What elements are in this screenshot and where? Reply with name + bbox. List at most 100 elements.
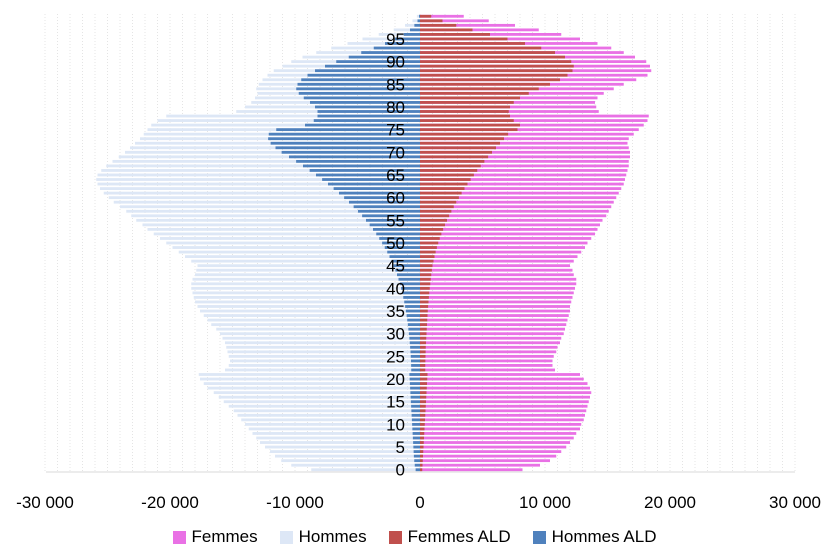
bar-femmes-age-18: [420, 386, 590, 390]
bar-hommes-age-52: [153, 232, 420, 236]
bar-hommes-ald-age-56: [362, 214, 420, 218]
bar-femmes-ald-age-83: [420, 91, 529, 95]
bar-femmes-ald-age-89: [420, 64, 574, 68]
bar-hommes-age-34: [203, 314, 420, 317]
bar-hommes-age-62: [100, 187, 420, 190]
y-tick-label: 0: [396, 461, 405, 480]
bar-femmes-ald-age-35: [420, 309, 428, 313]
bar-femmes-age-25: [420, 354, 554, 358]
bar-femmes-ald-age-53: [420, 227, 444, 231]
bar-femmes-age-68: [420, 159, 629, 163]
bar-femmes-ald-age-7: [420, 436, 424, 440]
bar-hommes-age-2: [281, 459, 420, 463]
legend-item-femmes: Femmes: [172, 527, 258, 547]
bar-femmes-age-16: [420, 395, 590, 399]
y-tick-label: 60: [386, 189, 405, 208]
bar-hommes-ald-age-92: [361, 51, 420, 54]
bar-femmes-age-49: [420, 246, 585, 249]
bar-femmes-ald-age-6: [420, 441, 424, 444]
bar-hommes-age-17: [213, 391, 420, 395]
bar-femmes-age-76: [420, 123, 644, 127]
bar-femmes-ald-age-75: [420, 128, 518, 132]
y-tick-label: 55: [386, 211, 405, 230]
bar-hommes-age-76: [151, 123, 420, 127]
legend-item-femmes-ald: Femmes ALD: [388, 527, 511, 547]
bar-hommes-ald-age-79: [317, 110, 420, 113]
bar-hommes-age-60: [108, 196, 420, 200]
bar-hommes-ald-age-30: [408, 332, 420, 336]
bar-femmes-ald-age-82: [420, 96, 520, 100]
bar-hommes-ald-age-60: [344, 196, 420, 200]
bar-hommes-ald-age-48: [387, 250, 420, 254]
y-tick-label: 65: [386, 166, 405, 185]
bar-femmes-ald-age-94: [420, 42, 525, 45]
bar-femmes-age-71: [420, 146, 629, 150]
bar-femmes-ald-age-81: [420, 101, 514, 104]
bar-femmes-ald-age-79: [420, 110, 509, 113]
bar-hommes-ald-age-57: [358, 209, 420, 213]
bar-hommes-ald-age-33: [407, 318, 420, 322]
bar-hommes-age-27: [226, 345, 420, 349]
legend: Femmes Hommes Femmes ALD Hommes ALD: [0, 527, 829, 547]
bar-hommes-ald-age-78: [317, 114, 420, 118]
bar-hommes-ald-age-34: [406, 314, 420, 317]
bar-femmes-ald-age-32: [420, 323, 427, 327]
bar-hommes-ald-age-2: [414, 459, 420, 463]
bar-hommes-age-18: [207, 386, 420, 390]
bar-hommes-ald-age-81: [310, 101, 420, 104]
bar-femmes-ald-age-3: [420, 454, 423, 458]
bar-hommes-age-40: [191, 286, 420, 290]
bar-femmes-age-6: [420, 441, 570, 444]
bar-hommes-ald-age-64: [322, 178, 420, 181]
bar-femmes-ald-age-90: [420, 60, 572, 64]
bar-hommes-ald-age-95: [395, 37, 420, 41]
bar-hommes-ald-age-96: [403, 33, 420, 36]
bar-femmes-ald-age-76: [420, 123, 520, 127]
legend-label-hommes: Hommes: [298, 527, 367, 546]
bar-femmes-ald-age-39: [420, 291, 430, 295]
bar-hommes-ald-age-94: [385, 42, 420, 45]
bar-femmes-age-79: [420, 110, 599, 113]
bar-femmes-ald-age-64: [420, 178, 471, 181]
bar-femmes-age-45: [420, 264, 570, 268]
bar-hommes-ald-age-52: [376, 232, 420, 236]
bar-femmes-age-24: [420, 359, 553, 363]
bar-hommes-ald-age-51: [379, 237, 420, 240]
bar-femmes-ald-age-20: [420, 377, 428, 381]
bar-femmes-age-72: [420, 141, 628, 145]
bar-hommes-age-41: [191, 282, 420, 286]
bar-hommes-ald-age-89: [325, 64, 420, 68]
bar-femmes-age-99: [420, 19, 489, 23]
bar-hommes-ald-age-4: [413, 450, 420, 453]
bar-femmes-age-30: [420, 332, 564, 336]
bar-hommes-age-9: [248, 427, 420, 431]
bar-femmes-age-46: [420, 259, 574, 263]
bar-femmes-ald-age-77: [420, 119, 514, 122]
legend-swatch-femmes: [172, 530, 186, 544]
bar-femmes-ald-age-19: [420, 382, 427, 385]
bar-femmes-age-60: [420, 196, 617, 200]
bar-femmes-ald-age-24: [420, 359, 426, 363]
bar-hommes-ald-age-22: [411, 368, 420, 372]
bar-femmes-ald-age-61: [420, 191, 462, 195]
bar-hommes-ald-age-12: [411, 413, 420, 417]
x-tick-label: 10 000: [519, 493, 571, 512]
bar-femmes-ald-age-99: [420, 19, 443, 23]
bar-hommes-ald-age-24: [411, 359, 420, 363]
bar-hommes-ald-age-97: [410, 28, 420, 32]
bar-hommes-ald-age-29: [409, 336, 420, 340]
bar-femmes-ald-age-44: [420, 268, 432, 272]
bar-hommes-age-0: [311, 468, 420, 472]
bar-hommes-ald-age-31: [408, 327, 420, 331]
bar-hommes-ald-age-8: [412, 432, 420, 435]
bar-hommes-ald-age-32: [407, 323, 420, 327]
bar-hommes-age-69: [118, 155, 420, 159]
bar-hommes-age-46: [191, 259, 420, 263]
bar-hommes-ald-age-75: [276, 128, 420, 132]
bar-hommes-age-31: [216, 327, 420, 331]
bar-hommes-ald-age-91: [348, 55, 420, 59]
bar-hommes-ald-age-50: [382, 241, 420, 245]
bar-hommes-ald-age-84: [296, 87, 420, 91]
x-tick-labels: -30 000 -20 000 -10 000 0 10 000 20 000 30 000: [16, 493, 821, 512]
x-tick-label: -20 000: [141, 493, 199, 512]
